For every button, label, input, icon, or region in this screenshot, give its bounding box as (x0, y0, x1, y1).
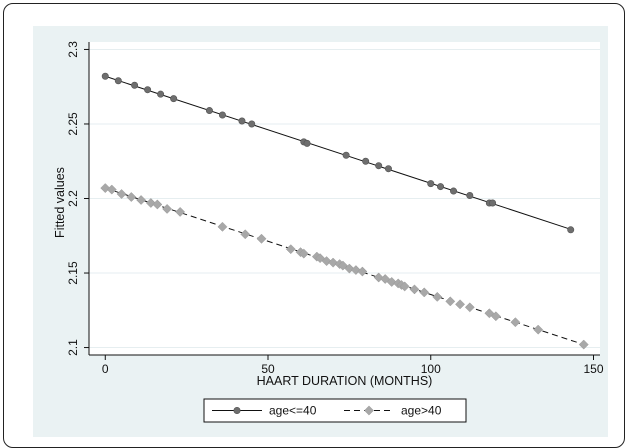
data-point (568, 227, 574, 233)
data-point (249, 121, 255, 127)
data-point (144, 86, 150, 92)
chart: 2.12.152.22.252.30 50 100 150 HAART DURATIO… (0, 0, 630, 437)
x-tick-label: 150 (583, 362, 603, 376)
y-tick-label: 2.2 (66, 190, 80, 207)
data-point (170, 95, 176, 101)
data-point (362, 158, 368, 164)
legend-marker (234, 407, 240, 413)
legend-label: age<=40 (269, 404, 317, 418)
data-point (489, 200, 495, 206)
legend: age<=40 age>40 (204, 399, 466, 422)
legend-label: age>40 (401, 404, 442, 418)
data-point (157, 91, 163, 97)
x-axis-title: HAART DURATION (MONTHS) (257, 374, 433, 388)
y-tick-label: 2.25 (66, 112, 80, 136)
data-point (102, 73, 108, 79)
y-axis-title: Fitted values (53, 167, 67, 238)
data-point (131, 82, 137, 88)
data-point (467, 192, 473, 198)
data-point (304, 140, 310, 146)
data-point (343, 152, 349, 158)
data-point (219, 112, 225, 118)
y-tick-label: 2.1 (66, 339, 80, 356)
data-point (428, 180, 434, 186)
x-tick-label: 0 (102, 362, 109, 376)
y-tick-label: 2.15 (66, 261, 80, 285)
data-point (239, 118, 245, 124)
data-point (385, 165, 391, 171)
data-point (450, 188, 456, 194)
data-point (437, 183, 443, 189)
data-point (206, 107, 212, 113)
data-point (375, 163, 381, 169)
data-point (115, 78, 121, 84)
y-tick-label: 2.3 (66, 41, 80, 58)
